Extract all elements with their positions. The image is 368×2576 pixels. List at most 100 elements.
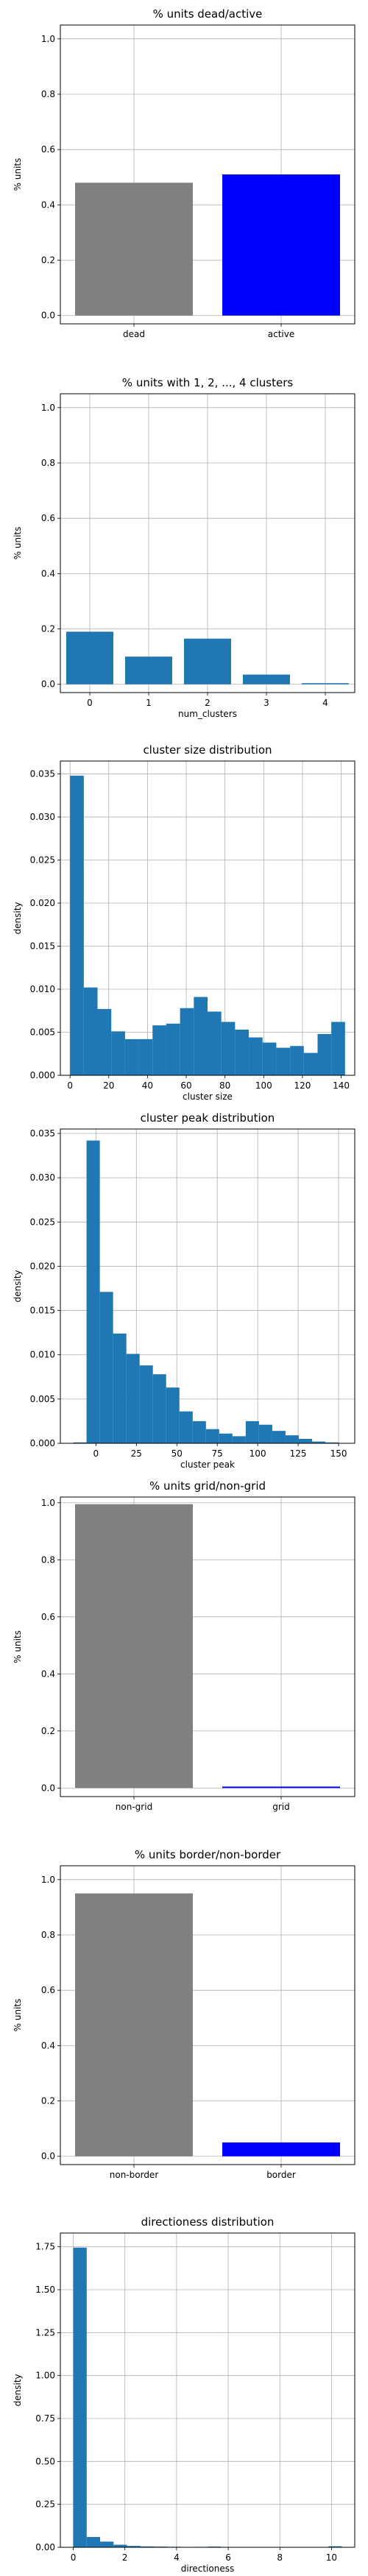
bar: [113, 2544, 127, 2547]
axes-frame: [60, 1865, 355, 2165]
y-tick-label: 0.2: [41, 1726, 55, 1736]
chart-panel-6: 0.00 0.25 0.50 0.75 1.00 1.25 1.50 1.75 0 2 4 6 8 10 d…: [13, 2215, 355, 2574]
bar: [113, 1333, 127, 1443]
bar: [276, 1047, 291, 1075]
y-tick-label: 0.005: [30, 1394, 55, 1404]
y-tick-label: 0.030: [30, 812, 55, 822]
y-tick-label: 0.030: [30, 1172, 55, 1183]
x-tick-label: 10: [326, 2552, 337, 2563]
bar: [331, 1022, 345, 1075]
y-tick-label: 1.0: [41, 1875, 55, 1885]
y-tick-label: 0.50: [35, 2456, 55, 2466]
bar: [317, 1033, 332, 1075]
bar: [75, 183, 193, 316]
y-tick-label: 0.8: [41, 89, 55, 99]
y-tick-label: 0.015: [30, 1306, 55, 1316]
chart-panel-3: 0.000 0.005 0.010 0.015 0.020 0.025 0.030 0.035…: [13, 1111, 355, 1470]
axes-frame: [60, 1496, 355, 1797]
chart-title: cluster peak distribution: [141, 1111, 275, 1125]
y-tick-label: 1.0: [41, 34, 55, 44]
y-tick-label: 0.0: [41, 679, 55, 690]
bar: [83, 987, 98, 1075]
bar: [245, 1420, 259, 1443]
y-tick-label: 0.020: [30, 1261, 55, 1271]
x-axis-label: directioness: [181, 2563, 234, 2574]
x-tick-label: 2: [205, 698, 210, 708]
y-tick-label: 0.035: [30, 769, 55, 779]
bar: [126, 1354, 140, 1443]
y-tick-label: 0.8: [41, 458, 55, 468]
bar: [180, 1008, 194, 1075]
bar: [166, 1387, 180, 1443]
x-tick-label: 0: [71, 2552, 77, 2563]
bar: [311, 1441, 325, 1443]
y-tick-label: 0.000: [30, 1438, 55, 1448]
chart-title: % units border/non-border: [135, 1848, 281, 1861]
y-tick-label: 0.000: [30, 1070, 55, 1080]
y-axis-label: density: [13, 1270, 23, 1303]
bar: [222, 1786, 340, 1788]
y-tick-label: 0.75: [35, 2413, 55, 2424]
bar: [221, 1022, 236, 1075]
y-tick-label: 0.020: [30, 898, 55, 908]
x-tick-label: active: [268, 329, 294, 339]
chart-panel-4: 0.0 0.2 0.4 0.6 0.8 1.0 non-grid grid % units gr…: [13, 1479, 355, 1812]
bar: [138, 1038, 153, 1075]
y-tick-label: 0.025: [30, 1217, 55, 1227]
bar: [124, 1038, 139, 1075]
y-tick-label: 0.8: [41, 1554, 55, 1565]
y-axis-label: % units: [13, 158, 23, 191]
bar: [205, 1429, 219, 1443]
bar: [125, 657, 172, 684]
bar: [166, 1023, 180, 1075]
y-tick-label: 0.8: [41, 1930, 55, 1940]
chart-panel-5: 0.0 0.2 0.4 0.6 0.8 1.0 non-border border % unit…: [13, 1848, 355, 2180]
y-tick-label: 1.75: [35, 2242, 55, 2252]
chart-panel-2: 0.000 0.005 0.010 0.015 0.020 0.025 0.030 0.035…: [13, 743, 355, 1102]
bar: [258, 1424, 272, 1443]
bar: [152, 1025, 166, 1075]
y-axis-label: % units: [13, 1630, 23, 1663]
x-tick-label: 100: [250, 1448, 266, 1459]
y-tick-label: 1.0: [41, 403, 55, 413]
y-tick-label: 0.4: [41, 1669, 55, 1679]
y-tick-label: 0.2: [41, 2096, 55, 2106]
chart-title: % units grid/non-grid: [149, 1479, 266, 1493]
chart-title: directioness distribution: [141, 2215, 275, 2229]
x-tick-label: 4: [174, 2552, 180, 2563]
bar: [243, 674, 290, 684]
x-tick-label: grid: [272, 1802, 290, 1812]
bar: [232, 1436, 246, 1443]
bar: [285, 1435, 299, 1443]
y-tick-label: 0.6: [41, 144, 55, 155]
bar: [184, 638, 231, 684]
bar: [139, 1365, 153, 1443]
y-tick-label: 0.0: [41, 2151, 55, 2162]
bar: [219, 1433, 233, 1443]
x-tick-label: 75: [212, 1448, 223, 1459]
x-tick-label: 3: [263, 698, 269, 708]
chart-panel-0: 0.0 0.2 0.4 0.6 0.8 1.0 dead active % units dead…: [13, 7, 355, 339]
y-tick-label: 0.2: [41, 255, 55, 266]
y-tick-label: 0.00: [35, 2542, 55, 2552]
x-tick-label: border: [266, 2170, 296, 2180]
chart-title: % units with 1, 2, ..., 4 clusters: [122, 376, 294, 389]
x-tick-label: 0: [93, 1448, 99, 1459]
y-tick-label: 0.6: [41, 1985, 55, 1995]
y-axis-label: density: [13, 2374, 23, 2407]
x-tick-label: 40: [142, 1080, 153, 1091]
y-tick-label: 0.010: [30, 984, 55, 994]
y-tick-label: 1.50: [35, 2285, 55, 2295]
bar: [127, 2546, 141, 2547]
y-axis-label: density: [13, 902, 23, 935]
x-tick-label: non-border: [110, 2170, 159, 2180]
bar: [298, 1438, 312, 1443]
x-tick-label: 100: [255, 1080, 272, 1091]
bar: [75, 1504, 193, 1788]
x-axis-label: cluster size: [183, 1091, 233, 1102]
x-tick-label: 0: [67, 1080, 73, 1091]
bar: [75, 1893, 193, 2156]
chart-panel-1: 0.0 0.2 0.4 0.6 0.8 1.0 0 1 2 3 4 % units with 1, 2…: [13, 376, 355, 719]
y-tick-label: 0.0: [41, 1783, 55, 1793]
